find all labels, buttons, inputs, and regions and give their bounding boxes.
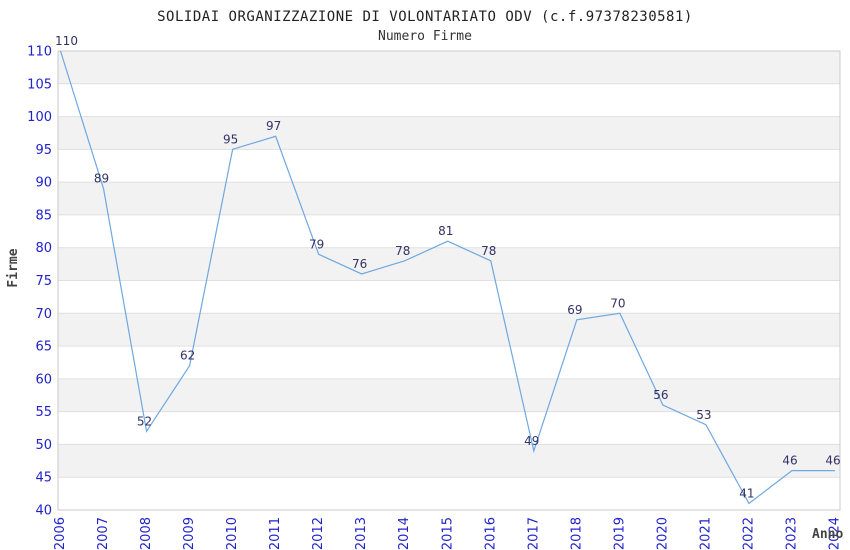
y-tick-label: 65 [35,340,52,355]
x-tick-label: 2009 [182,517,197,550]
y-tick-label: 110 [27,45,52,60]
plot-band [58,182,840,215]
data-label: 49 [524,434,539,448]
plot-band [58,247,840,281]
y-tick-label: 85 [35,208,52,223]
data-label: 41 [739,486,754,500]
x-tick-label: 2006 [53,517,68,550]
data-label: 52 [137,414,152,428]
data-label: 79 [309,237,324,251]
plot-border [57,50,841,511]
y-tick-label: 45 [35,471,52,486]
y-tick-label: 50 [35,438,52,453]
y-tick-label: 100 [27,110,52,125]
y-tick-label: 95 [35,143,52,158]
x-axis-label: Anno [812,527,844,542]
x-tick-label: 2007 [96,517,111,550]
x-tick-label: 2018 [569,517,584,550]
chart-subtitle: Numero Firme [378,29,472,44]
plot-band [58,313,840,347]
x-tick-label: 2008 [139,517,154,550]
x-tick-label: 2022 [741,517,756,550]
data-label: 53 [696,408,711,422]
y-tick-label: 60 [35,372,52,387]
chart-title: SOLIDAI ORGANIZZAZIONE DI VOLONTARIATO O… [157,9,693,25]
data-label: 76 [352,257,367,271]
data-label: 78 [395,244,410,258]
data-label: 78 [481,244,496,258]
data-label: 97 [266,119,281,133]
y-tick-label: 70 [35,307,52,322]
y-tick-label: 90 [35,176,52,191]
y-tick-label: 105 [27,77,52,92]
data-label: 46 [825,454,840,468]
x-tick-label: 2010 [225,517,240,550]
x-tick-label: 2012 [311,517,326,550]
x-tick-label: 2011 [268,517,283,550]
x-tick-label: 2020 [655,517,670,550]
x-tick-label: 2019 [612,517,627,550]
y-tick-label: 40 [35,504,52,519]
x-tick-label: 2014 [397,517,412,550]
plot-band [58,116,840,150]
x-tick-label: 2013 [354,517,369,550]
data-label: 46 [782,454,797,468]
data-label: 69 [567,303,582,317]
x-tick-label: 2016 [483,517,498,550]
x-tick-label: 2015 [440,517,455,550]
plot-band [58,378,840,412]
series-line [59,50,835,505]
y-tick-label: 75 [35,274,52,289]
data-label: 95 [223,132,238,146]
data-label: 62 [180,349,195,363]
x-tick-label: 2024 [828,517,843,550]
y-tick-label: 80 [35,241,52,256]
data-label: 89 [94,172,109,186]
data-label: 70 [610,296,625,310]
plot-band [58,51,840,84]
x-tick-label: 2017 [526,517,541,550]
x-tick-label: 2021 [698,517,713,550]
x-tick-label: 2023 [784,517,799,550]
data-label: 81 [438,224,453,238]
data-label: 110 [55,34,78,48]
y-tick-label: 55 [35,405,52,420]
plot-band [58,444,840,478]
data-label: 56 [653,388,668,402]
